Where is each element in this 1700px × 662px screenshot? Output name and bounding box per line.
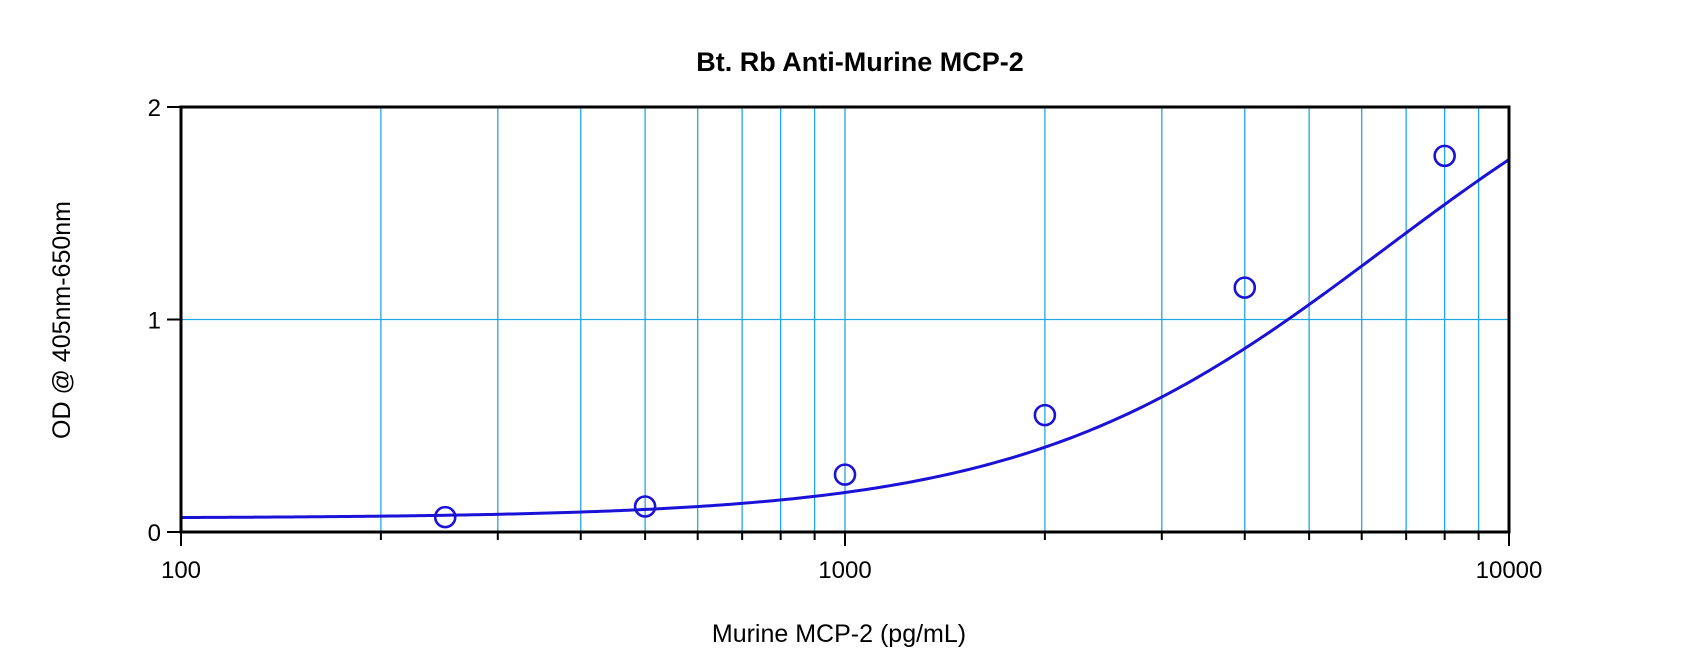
y-axis-label: OD @ 405nm-650nm (48, 201, 76, 439)
data-point-marker (433, 505, 457, 529)
y-axis-ticks: 0 1 2 (148, 95, 181, 547)
fit-curve-layer (180, 158, 1510, 520)
y-tick-label: 2 (148, 95, 161, 122)
y-tick-label: 0 (148, 520, 161, 547)
data-points (433, 144, 1456, 529)
data-point-marker (633, 495, 657, 518)
data-point-marker (1433, 144, 1456, 168)
x-tick-label: 100 (161, 557, 201, 584)
gridlines (181, 107, 1509, 532)
x-tick-label: 1000 (818, 557, 871, 584)
data-point-marker (1033, 403, 1057, 427)
data-point-marker (1233, 276, 1257, 299)
chart-title: Bt. Rb Anti-Murine MCP-2 (696, 47, 1023, 77)
x-axis-ticks: 100 1000 10000 (161, 532, 1542, 584)
x-axis-label: Murine MCP-2 (pg/mL) (712, 620, 966, 648)
x-tick-label: 10000 (1476, 557, 1543, 584)
y-tick-label: 1 (148, 308, 161, 335)
fit-curve-line (180, 158, 1510, 520)
data-point-marker (833, 463, 857, 486)
